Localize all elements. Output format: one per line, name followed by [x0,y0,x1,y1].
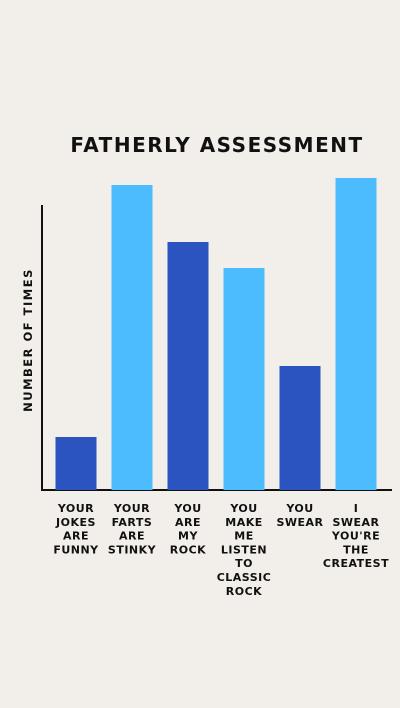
bar [223,268,265,490]
bar [335,178,377,490]
bar [55,437,97,490]
x-tick-label: I SWEAR YOU'RE THE CREATEST [323,502,389,570]
chart-title: FATHERLY ASSESSMENT [70,133,363,157]
bar [279,366,321,490]
x-tick-label: YOUR JOKES ARE FUNNY [53,502,99,556]
x-tick-label: YOU MAKE ME LISTEN TO CLASSIC ROCK [217,502,272,598]
y-axis-label: NUMBER OF TIMES [21,268,35,412]
x-tick-label: YOUR FARTS ARE STINKY [108,502,157,556]
x-tick-label: YOU ARE MY ROCK [170,502,206,556]
bar [167,242,209,490]
x-tick-label: YOU SWEAR [276,502,323,529]
bar [111,185,153,490]
